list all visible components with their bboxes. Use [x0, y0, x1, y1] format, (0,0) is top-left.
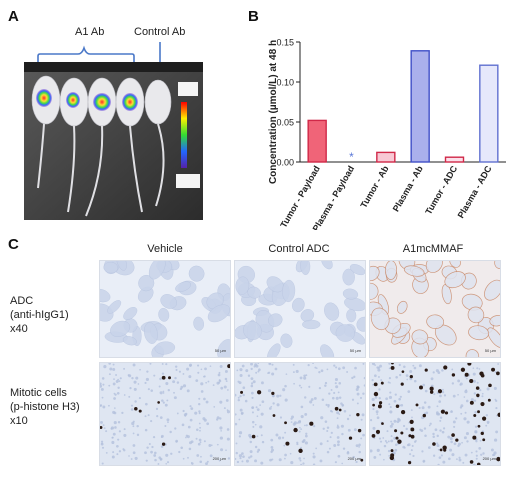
y-tick-label: 0.10	[276, 78, 294, 88]
row-label-adc-line1: ADC	[10, 295, 34, 307]
mouse-imaging-drawing	[24, 62, 203, 220]
scale-bar-label: 200 µm	[212, 456, 226, 461]
tissue-texture	[370, 363, 500, 465]
x-tick-label: Tumor - Ab	[358, 164, 390, 210]
bar	[444, 156, 465, 163]
tissue-texture	[235, 261, 365, 357]
scale-bar-label: 200 µm	[347, 456, 361, 461]
micrograph-adc-a1mcmmaf: 50 µm	[369, 260, 501, 358]
scale-bar-label: 50 µm	[484, 348, 496, 353]
y-tick-label: 0.15	[276, 38, 294, 48]
tissue-texture	[235, 363, 365, 465]
tissue-texture	[370, 261, 500, 357]
panel-a-letter: A	[8, 8, 19, 25]
micrograph-adc-vehicle: 50 µm	[99, 260, 231, 358]
y-tick-label: 0.00	[276, 158, 294, 168]
tissue-texture	[100, 261, 230, 357]
micrograph-adc-control: 50 µm	[234, 260, 366, 358]
column-header-control-adc: Control ADC	[268, 243, 330, 255]
chart-axes	[299, 42, 506, 163]
bar	[479, 64, 499, 163]
a1-ab-label: A1 Ab	[75, 26, 105, 38]
column-header-vehicle: Vehicle	[147, 243, 183, 255]
y-axis-label: Concentration (µmol/L) at 48 h	[268, 40, 279, 184]
panel-c-letter: C	[8, 236, 19, 253]
micrograph-mitotic-control: 200 µm	[234, 362, 366, 466]
x-tick-label: Plasma - Ab	[391, 164, 426, 214]
panel-b-letter: B	[248, 8, 259, 25]
axis-lines	[299, 42, 506, 163]
significance-asterisk: *	[349, 150, 354, 164]
row-label-adc-line3: x40	[10, 323, 28, 335]
micrograph-mitotic-vehicle: 200 µm	[99, 362, 231, 466]
row-label-mitotic-line2: (p-histone H3)	[10, 401, 80, 413]
column-header-a1mcmmaf: A1mcMMAF	[402, 243, 464, 255]
row-label-mitotic-line1: Mitotic cells	[10, 387, 67, 399]
chart-ticks: 0.00 0.05 0.10 0.15	[276, 38, 300, 168]
scale-bar-label: 50 µm	[349, 348, 361, 353]
x-tick-label: Tumor - ADC	[423, 164, 459, 217]
tissue-texture	[100, 363, 230, 465]
row-label-adc: ADC (anti-hIgG1) x40	[10, 294, 69, 336]
chart-bars: *	[307, 50, 499, 164]
x-tick-label: Plasma - ADC	[456, 164, 494, 220]
bar	[410, 50, 430, 163]
micrograph-mitotic-a1mcmmaf: 200 µm	[369, 362, 501, 466]
bar	[307, 119, 327, 163]
row-label-mitotic: Mitotic cells (p-histone H3) x10	[10, 386, 80, 428]
bar	[376, 151, 396, 163]
control-ab-label: Control Ab	[134, 26, 186, 38]
y-tick-label: 0.05	[276, 118, 294, 128]
concentration-bar-chart: Concentration (µmol/L) at 48 h * 0.000.0…	[268, 38, 506, 230]
mouse-imaging-photo	[24, 62, 203, 220]
row-label-adc-line2: (anti-hIgG1)	[10, 309, 69, 321]
row-label-mitotic-line3: x10	[10, 415, 28, 427]
scale-bar-label: 50 µm	[214, 348, 226, 353]
scale-bar-label: 200 µm	[482, 456, 496, 461]
